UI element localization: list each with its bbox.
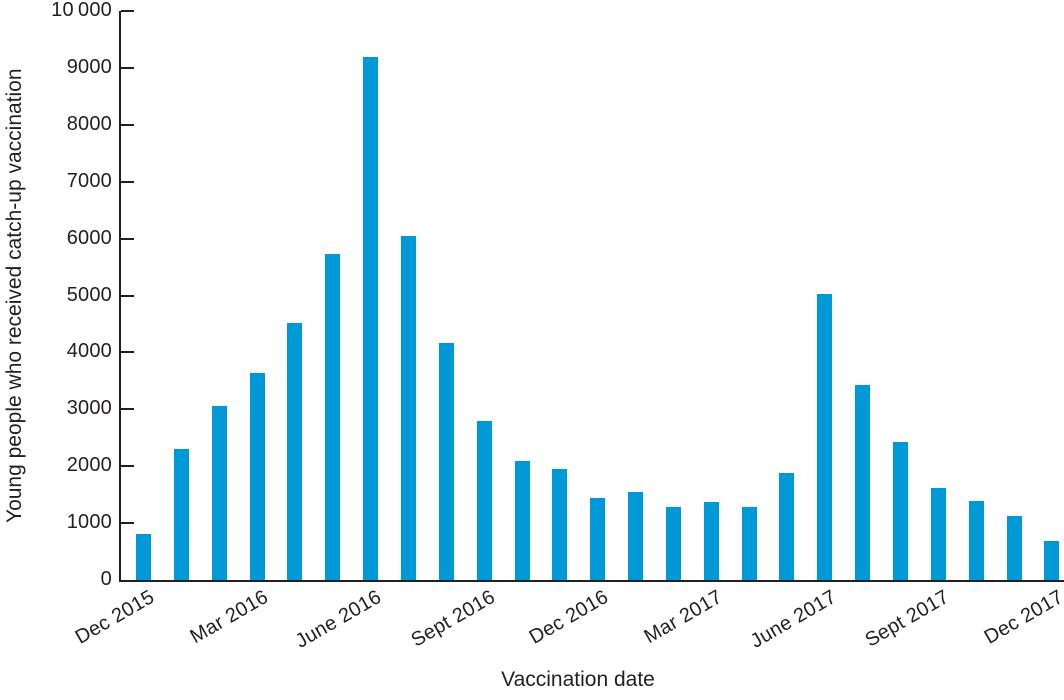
x-tick-label: Dec 2015 [71,586,159,649]
bar [325,253,341,580]
x-tick-label: Mar 2017 [640,586,727,649]
plot-area [120,11,1064,580]
bar [930,487,946,580]
bar [249,372,265,580]
x-tick-label: Mar 2016 [186,586,273,649]
y-tick-mark [121,123,134,126]
y-tick-mark [121,237,134,240]
bar [968,501,984,580]
bar [741,507,757,580]
bar [552,469,568,580]
y-tick-label: 1000 [66,511,112,534]
y-tick-mark [121,408,134,411]
x-axis-title: Vaccination date [501,668,655,691]
bar [400,235,416,580]
bar [628,491,644,580]
bar [893,441,908,580]
bar [779,473,795,580]
bar [817,294,833,580]
bar [590,497,606,580]
y-tick-label: 5000 [66,283,112,306]
x-tick-label: Dec 2016 [526,586,613,649]
y-tick-mark [121,180,134,183]
bar [855,385,871,580]
bar [1044,540,1060,580]
x-axis-line [119,580,1064,582]
y-tick-mark [121,10,134,12]
y-tick-mark [121,351,134,354]
y-tick-mark [121,294,134,297]
y-axis-title: Young people who received catch-up vacci… [3,68,26,523]
y-tick-label: 10 000 [51,0,112,22]
bar [665,507,681,580]
bar [363,56,379,580]
x-tick-label: June 2016 [292,586,386,653]
bar [438,342,454,580]
y-tick-label: 7000 [66,169,112,192]
y-tick-label: 8000 [66,112,112,135]
y-tick-label: 4000 [66,340,112,363]
bar [514,461,530,580]
y-tick-label: 6000 [66,226,112,249]
bar [136,534,151,580]
bar [703,502,719,580]
x-tick-label: Dec 2017 [980,586,1064,649]
bar [287,322,303,580]
bar [476,421,492,580]
y-axis-line [119,11,121,582]
y-tick-label: 2000 [66,454,112,477]
y-tick-mark [121,465,134,468]
bar [211,406,227,580]
x-tick-label: June 2017 [746,586,840,653]
x-tick-label: Sept 2016 [407,586,500,652]
y-tick-mark [121,66,134,69]
y-tick-label: 9000 [66,55,112,78]
y-tick-mark [121,522,134,525]
bar [173,448,189,580]
y-tick-label: 3000 [66,397,112,420]
bar [1006,515,1022,580]
x-tick-label: Sept 2017 [861,586,954,652]
y-tick-label: 0 [100,568,112,591]
